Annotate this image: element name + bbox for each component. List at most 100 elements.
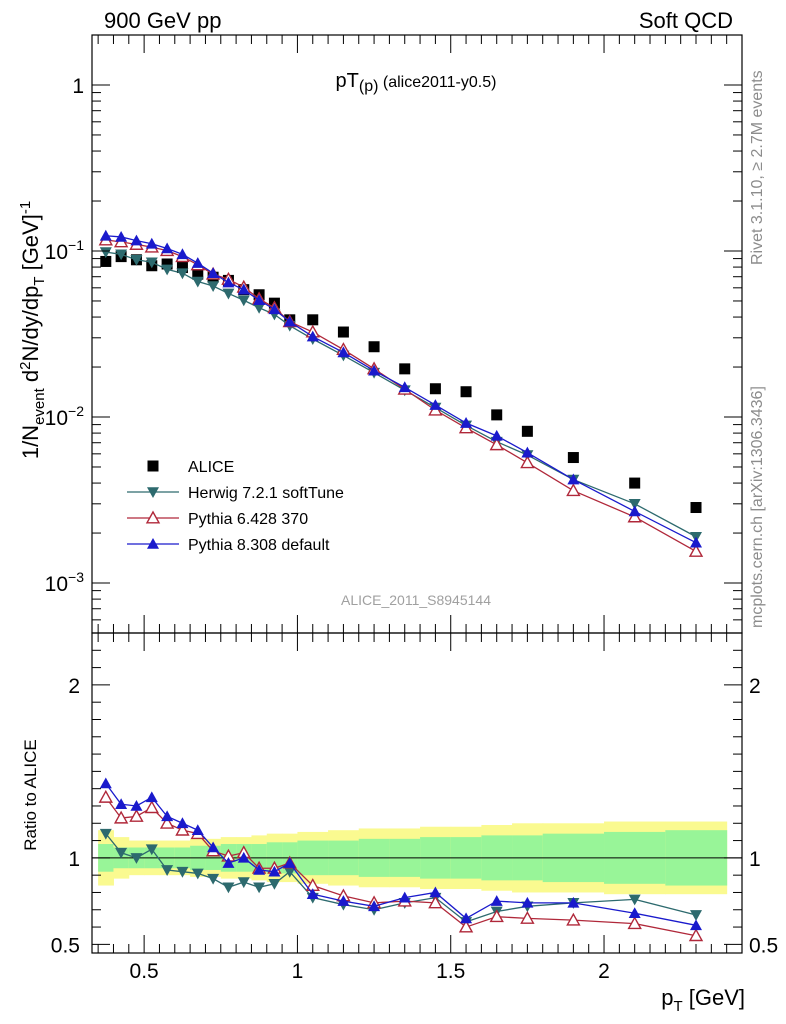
y-tick-label: 10−3 [45, 569, 85, 596]
data-point-pythia8 [521, 446, 534, 458]
data-point-data [567, 452, 579, 464]
data-point-pythia6 [566, 483, 581, 497]
data-point-pythia8 [283, 315, 296, 327]
ratio-point-herwig [176, 866, 189, 878]
data-point-pythia8 [490, 429, 503, 441]
data-point-pythia8 [628, 505, 641, 517]
ratio-point-pythia6 [489, 909, 504, 923]
ratio-point-herwig [207, 873, 220, 885]
ratio-point-pythia8 [490, 895, 503, 906]
ratio-point-herwig [253, 882, 266, 894]
ratio-y-axis-label: Ratio to ALICE [21, 739, 40, 851]
ratio-point-pythia6 [144, 800, 159, 814]
legend-marker-data [147, 460, 159, 472]
mcplots-side-label: mcplots.cern.ch [arXiv:1306.3436] [749, 386, 766, 628]
data-point-data [399, 363, 411, 375]
data-point-herwig [237, 295, 250, 307]
data-point-pythia8 [222, 276, 235, 288]
data-point-pythia8 [567, 473, 580, 485]
data-point-herwig [145, 257, 158, 269]
ratio-point-herwig [628, 894, 641, 906]
ratio-point-herwig [130, 853, 143, 864]
ratio-point-pythia6 [129, 808, 144, 822]
ratio-point-pythia8 [222, 857, 235, 868]
ratio-point-herwig [283, 866, 296, 878]
ratio-point-pythia6 [520, 910, 535, 924]
data-point-pythia8 [161, 242, 174, 254]
data-point-data [491, 409, 503, 421]
ratio-point-herwig [690, 910, 703, 921]
ratio-point-pythia8 [99, 777, 112, 789]
ratio-point-pythia8 [306, 888, 319, 899]
ratio-point-pythia8 [460, 912, 473, 924]
data-point-pythia8 [306, 330, 319, 342]
data-point-pythia8 [191, 257, 204, 268]
rivet-side-label: Rivet 3.1.10, ≥ 2.7M events [749, 70, 766, 265]
data-point-data [307, 314, 319, 326]
data-point-herwig [99, 247, 112, 259]
ratio-point-pythia6 [98, 789, 113, 803]
ratio-point-pythia6 [113, 810, 129, 824]
ratio-y-tick-label-left: 2 [68, 675, 80, 698]
data-point-pythia8 [176, 248, 189, 260]
y-tick-label: 10−2 [45, 403, 85, 430]
ratio-point-pythia8 [115, 798, 128, 810]
ratio-point-pythia8 [176, 817, 189, 829]
data-point-data [161, 258, 173, 270]
ratio-point-herwig [99, 828, 112, 840]
data-point-pythia8 [398, 381, 411, 393]
analysis-id-label: ALICE_2011_S8945144 [341, 592, 491, 608]
data-point-herwig [222, 288, 235, 300]
data-point-herwig [191, 276, 204, 288]
data-point-pythia8 [690, 536, 703, 548]
data-point-data [176, 262, 188, 274]
legend: ALICE Herwig 7.2.1 softTune Pythia 6.428 3… [127, 459, 344, 554]
data-point-data [100, 255, 112, 267]
ratio-point-pythia8 [191, 824, 204, 835]
main-y-axis-label: 1/Nevent d2N/dy/dpT [GeV]-1 [17, 201, 48, 459]
ratio-point-herwig [161, 865, 174, 876]
data-point-pythia8 [99, 229, 112, 241]
header-left-text: 900 GeV pp [104, 8, 221, 33]
legend-marker-herwig [147, 487, 159, 498]
x-tick-label: 2 [598, 960, 610, 983]
ratio-point-pythia6 [428, 895, 443, 909]
data-point-data [337, 326, 349, 338]
ratio-point-pythia8 [161, 810, 174, 822]
legend-label-data: ALICE [188, 459, 234, 476]
ratio-point-pythia8 [207, 841, 220, 853]
legend-marker-pythia8 [147, 538, 159, 549]
ratio-y-tick-label-left: 1 [68, 848, 80, 871]
y-tick-label: 1 [72, 75, 84, 98]
data-point-data [521, 425, 533, 437]
ratio-point-pythia6 [566, 912, 581, 926]
ratio-point-herwig [268, 879, 281, 890]
series-line-pythia6 [105, 239, 697, 552]
data-point-data [629, 477, 641, 489]
ratio-point-pythia8 [253, 863, 266, 875]
ratio-point-pythia8 [398, 891, 411, 903]
data-point-herwig [115, 249, 128, 261]
legend-marker-pythia6 [145, 510, 161, 524]
ratio-point-pythia8 [283, 857, 296, 868]
ratio-point-pythia8 [567, 896, 580, 908]
plot-title: pT(p) (alice2011-y0.5) [336, 70, 497, 95]
ratio-line-pythia8 [105, 783, 697, 926]
ratio-y-tick-label-right: 1 [749, 848, 761, 871]
data-point-data [368, 341, 380, 353]
ratio-point-herwig [191, 868, 204, 880]
data-point-herwig [176, 268, 189, 280]
ratio-point-pythia6 [627, 916, 642, 930]
ratio-point-pythia6 [159, 815, 175, 829]
ratio-point-pythia8 [628, 907, 641, 919]
data-point-pythia8 [460, 417, 473, 428]
legend-label-pythia6: Pythia 6.428 370 [188, 511, 308, 528]
ratio-point-herwig [237, 877, 250, 889]
data-point-herwig [161, 264, 174, 276]
legend-label-herwig: Herwig 7.2.1 softTune [188, 485, 344, 502]
ratio-point-pythia8 [429, 886, 442, 898]
data-point-herwig [628, 499, 641, 510]
data-point-pythia8 [145, 237, 158, 249]
data-point-data [460, 386, 472, 398]
